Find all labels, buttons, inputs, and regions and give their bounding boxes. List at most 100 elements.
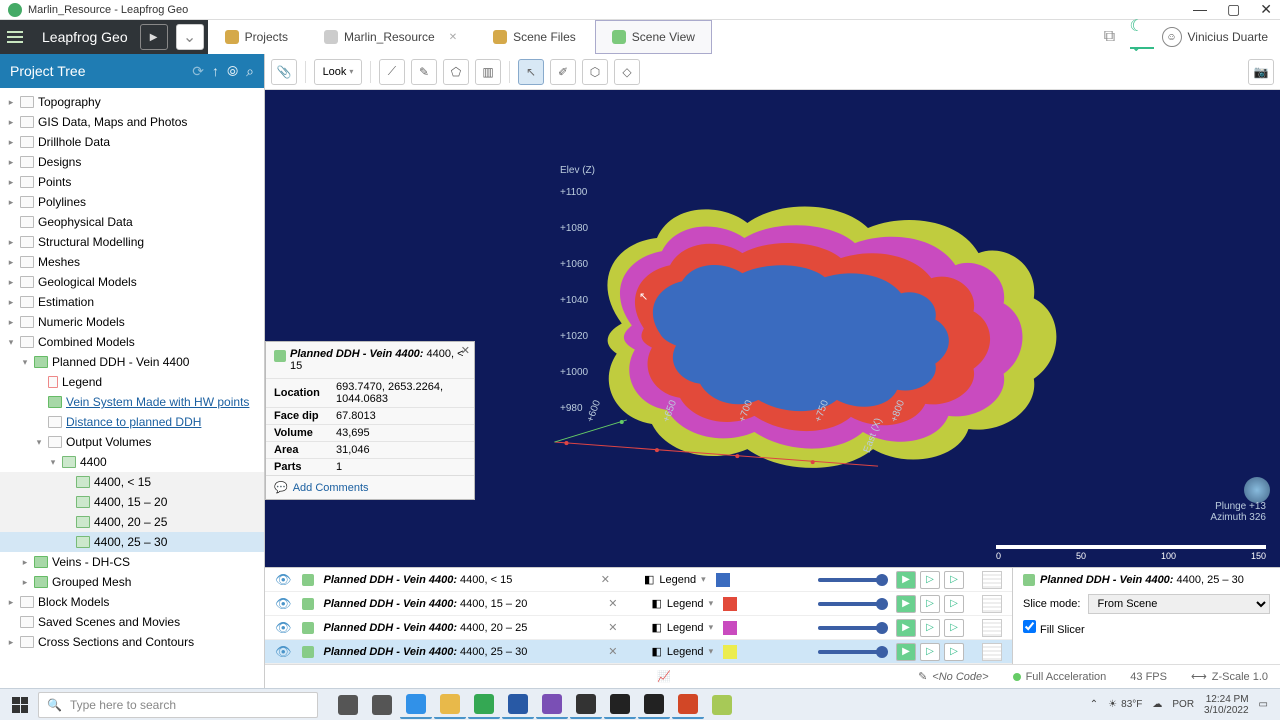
chevron-open-icon[interactable] xyxy=(48,457,58,468)
user-menu[interactable]: ☺ Vinicius Duarte xyxy=(1162,27,1268,47)
taskbar-app[interactable] xyxy=(638,691,670,719)
taskbar-app[interactable] xyxy=(570,691,602,719)
weather-widget[interactable]: ☀ 83°F xyxy=(1108,699,1142,710)
tree-item[interactable]: Output Volumes xyxy=(0,432,264,452)
chevron-closed-icon[interactable] xyxy=(6,257,16,268)
clock[interactable]: 12:24 PM 3/10/2022 xyxy=(1204,694,1249,716)
popup-close-icon[interactable]: ✕ xyxy=(461,344,470,357)
tree-item[interactable]: GIS Data, Maps and Photos xyxy=(0,112,264,132)
play-button[interactable]: ▶ xyxy=(896,619,916,637)
chevron-closed-icon[interactable] xyxy=(6,117,16,128)
visibility-icon[interactable]: 👁 xyxy=(275,620,292,636)
taskbar-app[interactable] xyxy=(672,691,704,719)
skip-button[interactable]: ▷ xyxy=(944,595,964,613)
opacity-slider[interactable] xyxy=(818,602,886,606)
layer-row[interactable]: 👁 Planned DDH - Vein 4400: 4400, 20 – 25… xyxy=(265,616,1012,640)
play-button[interactable]: ▶ xyxy=(896,571,916,589)
tab-scene-view[interactable]: Scene View xyxy=(595,20,712,54)
taskbar-app[interactable] xyxy=(536,691,568,719)
tree-item[interactable]: Structural Modelling xyxy=(0,232,264,252)
compass-icon[interactable] xyxy=(1244,477,1270,503)
look-button[interactable]: Look▾ xyxy=(314,59,362,85)
chevron-closed-icon[interactable] xyxy=(20,577,30,588)
chevron-closed-icon[interactable] xyxy=(6,137,16,148)
tab-projects[interactable]: Projects xyxy=(208,20,305,54)
tree-item[interactable]: Meshes xyxy=(0,252,264,272)
step-button[interactable]: ▷ xyxy=(920,571,940,589)
history-icon[interactable]: ⧉ xyxy=(1098,25,1122,49)
tree-item[interactable]: Distance to planned DDH xyxy=(0,412,264,432)
tree-item[interactable]: Cross Sections and Contours xyxy=(0,632,264,652)
chevron-down-icon[interactable]: ▾ xyxy=(709,646,714,657)
attach-button[interactable]: 📎 xyxy=(271,59,297,85)
project-tree[interactable]: TopographyGIS Data, Maps and PhotosDrill… xyxy=(0,88,264,688)
taskbar-app[interactable] xyxy=(366,691,398,719)
chevron-closed-icon[interactable] xyxy=(6,157,16,168)
tree-item[interactable]: Geophysical Data xyxy=(0,212,264,232)
code-status[interactable]: ✎ <No Code> xyxy=(918,670,988,683)
tree-item[interactable]: 4400, 15 – 20 xyxy=(0,492,264,512)
chevron-closed-icon[interactable] xyxy=(6,97,16,108)
close-button[interactable]: ✕ xyxy=(1260,1,1272,18)
tree-item[interactable]: Vein System Made with HW points xyxy=(0,392,264,412)
layer-options-icon[interactable] xyxy=(982,619,1002,637)
tree-item[interactable]: Grouped Mesh xyxy=(0,572,264,592)
layer-row[interactable]: 👁 Planned DDH - Vein 4400: 4400, < 15 ✕ … xyxy=(265,568,1012,592)
taskbar-app[interactable] xyxy=(434,691,466,719)
tab-marlin_resource[interactable]: Marlin_Resource✕ xyxy=(307,20,474,54)
cloud-icon[interactable]: ☁ xyxy=(1152,699,1162,710)
taskbar-app[interactable] xyxy=(604,691,636,719)
taskbar-search[interactable]: 🔍 Type here to search xyxy=(38,692,318,718)
menu-button[interactable] xyxy=(0,20,30,54)
up-icon[interactable]: ↑ xyxy=(212,63,219,79)
maximize-button[interactable]: ▢ xyxy=(1227,1,1240,18)
taskbar-app[interactable] xyxy=(400,691,432,719)
color-swatch[interactable] xyxy=(723,645,737,659)
system-tray[interactable]: ⌃ ☀ 83°F ☁ POR 12:24 PM 3/10/2022 ▭ xyxy=(1090,694,1276,716)
remove-layer-icon[interactable]: ✕ xyxy=(608,621,617,634)
select-button[interactable]: ↖ xyxy=(518,59,544,85)
step-button[interactable]: ▷ xyxy=(920,619,940,637)
tree-item[interactable]: Topography xyxy=(0,92,264,112)
add-comments-link[interactable]: 💬 Add Comments xyxy=(266,475,474,499)
chevron-down-icon[interactable]: ▾ xyxy=(701,574,706,585)
step-button[interactable]: ▷ xyxy=(920,595,940,613)
chevron-open-icon[interactable] xyxy=(34,437,44,448)
remove-layer-icon[interactable]: ✕ xyxy=(608,597,617,610)
draw-button[interactable]: ✎ xyxy=(411,59,437,85)
palette-icon[interactable]: ◧ xyxy=(651,645,661,658)
refresh-icon[interactable]: ⟳ xyxy=(192,63,204,80)
tray-chevron-icon[interactable]: ⌃ xyxy=(1090,699,1098,710)
tab-dropdown[interactable]: ⌄ xyxy=(176,24,204,50)
pause-icon[interactable]: ⦾ xyxy=(227,63,238,80)
measure-button[interactable]: ⟋ xyxy=(379,59,405,85)
tree-item[interactable]: Drillhole Data xyxy=(0,132,264,152)
tab-scene-files[interactable]: Scene Files xyxy=(476,20,593,54)
step-button[interactable]: ▷ xyxy=(920,643,940,661)
opacity-slider[interactable] xyxy=(818,578,886,582)
camera-button[interactable]: 📷 xyxy=(1248,59,1274,85)
layer-options-icon[interactable] xyxy=(982,595,1002,613)
tree-item[interactable]: Estimation xyxy=(0,292,264,312)
chevron-down-icon[interactable]: ▾ xyxy=(709,622,714,633)
layer-options-icon[interactable] xyxy=(982,643,1002,661)
palette-icon[interactable]: ◧ xyxy=(644,573,654,586)
chevron-closed-icon[interactable] xyxy=(6,297,16,308)
chevron-closed-icon[interactable] xyxy=(6,597,16,608)
chevron-closed-icon[interactable] xyxy=(6,637,16,648)
tree-item[interactable]: Veins - DH-CS xyxy=(0,552,264,572)
chevron-down-icon[interactable]: ▾ xyxy=(709,598,714,609)
layer-options-icon[interactable] xyxy=(982,571,1002,589)
cloud-icon[interactable]: ☾ ⌄ xyxy=(1130,25,1154,49)
opacity-slider[interactable] xyxy=(818,626,886,630)
tree-item[interactable]: Geological Models xyxy=(0,272,264,292)
taskbar-app[interactable] xyxy=(332,691,364,719)
skip-button[interactable]: ▷ xyxy=(944,571,964,589)
visibility-icon[interactable]: 👁 xyxy=(275,644,292,660)
play-button[interactable]: ▶ xyxy=(896,595,916,613)
layer-row[interactable]: 👁 Planned DDH - Vein 4400: 4400, 15 – 20… xyxy=(265,592,1012,616)
taskbar-app[interactable] xyxy=(502,691,534,719)
chevron-open-icon[interactable] xyxy=(6,337,16,348)
language-indicator[interactable]: POR xyxy=(1172,699,1194,710)
tree-item[interactable]: Combined Models xyxy=(0,332,264,352)
